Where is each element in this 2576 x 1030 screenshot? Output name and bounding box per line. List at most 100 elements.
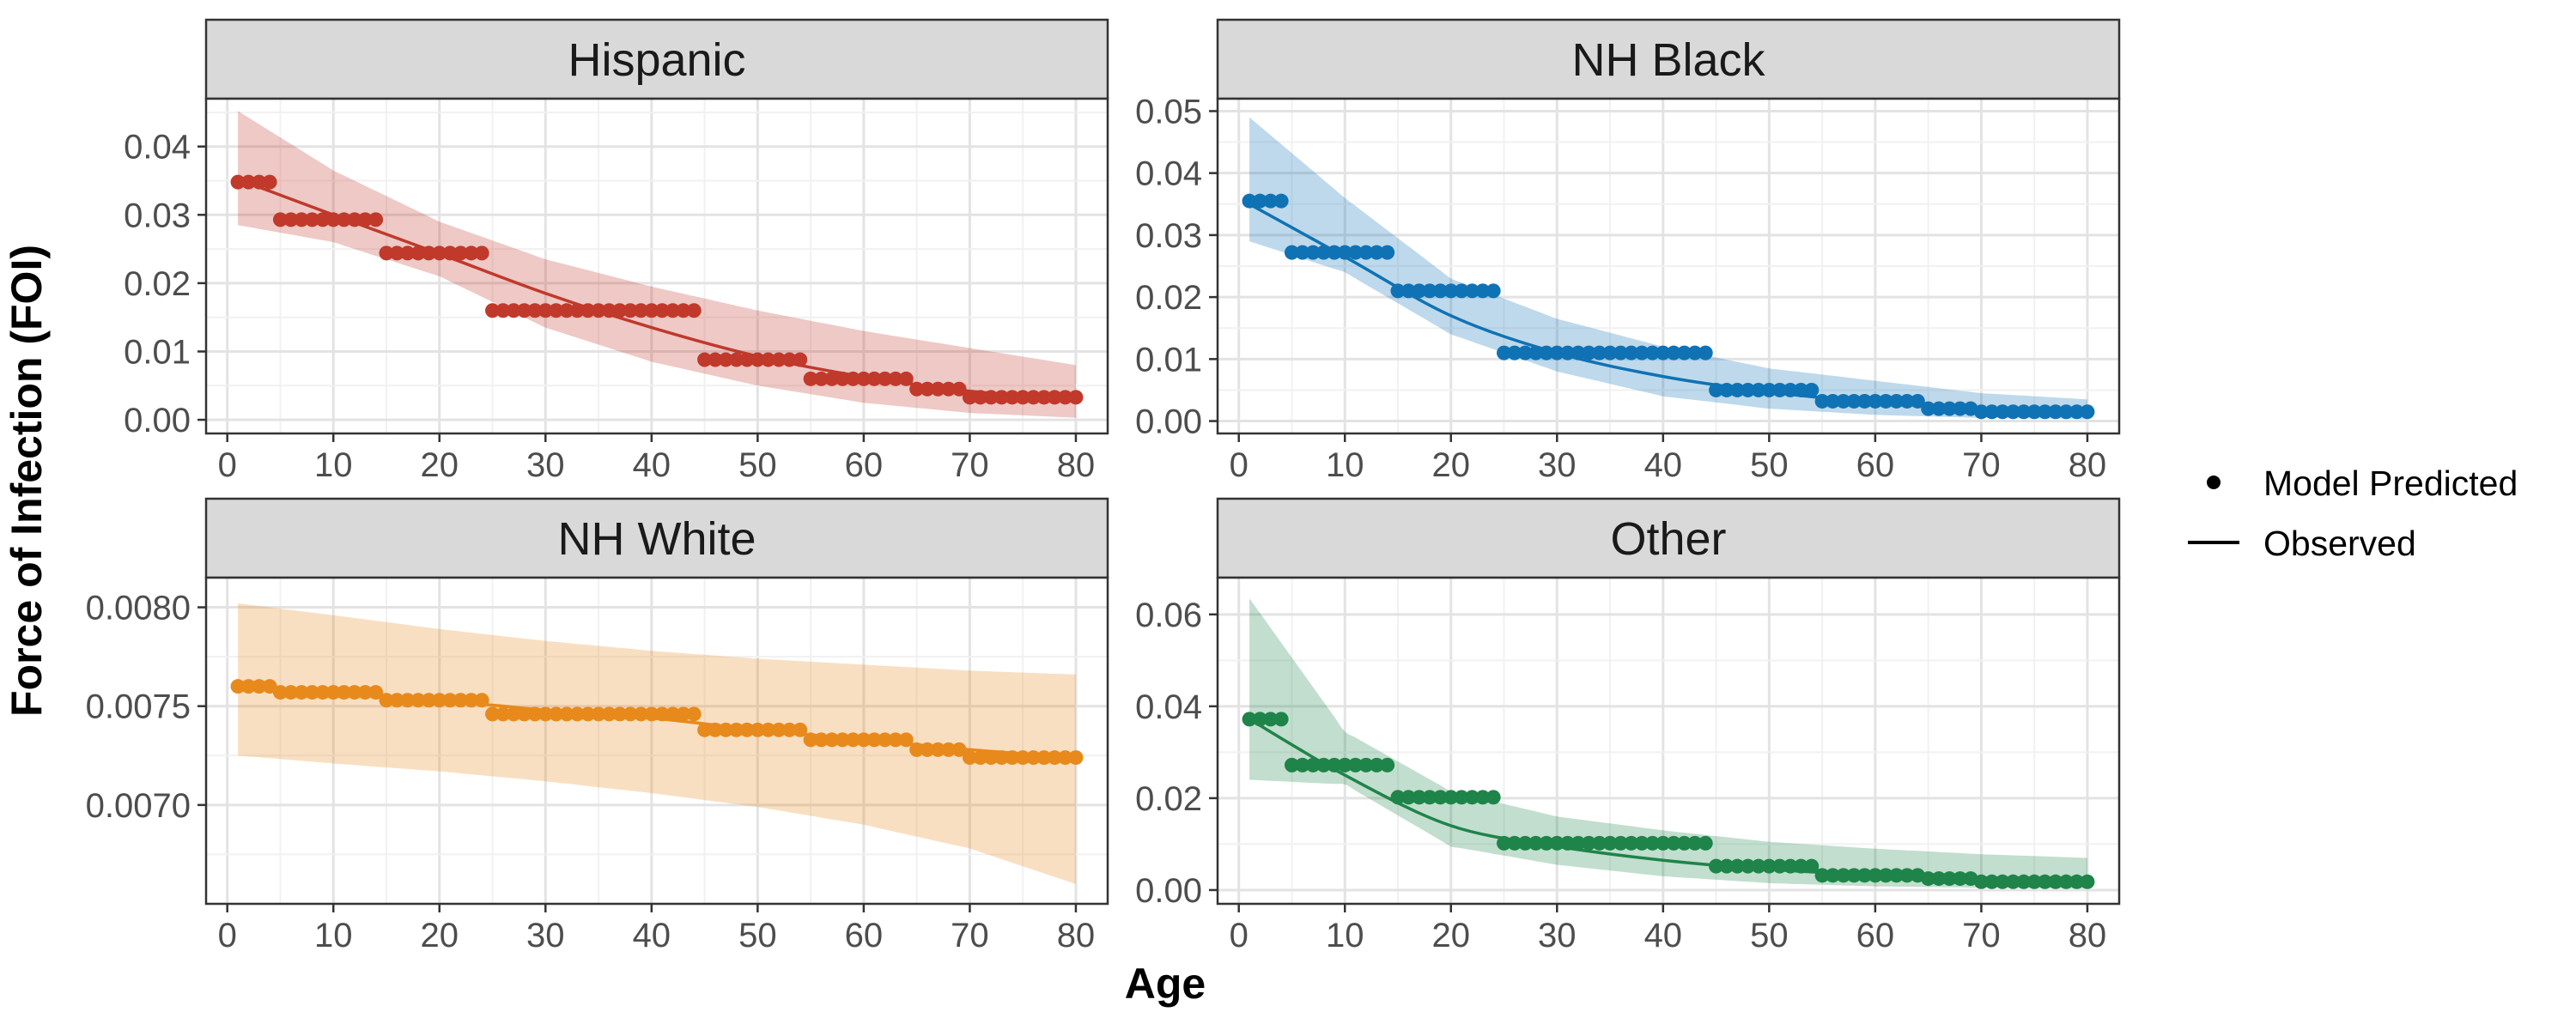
predicted-point-hispanic xyxy=(230,174,246,190)
predicted-point-nh-white xyxy=(538,706,553,722)
predicted-point-nh-black xyxy=(1656,345,1671,360)
predicted-point-nh-black xyxy=(1751,382,1766,397)
predicted-point-nh-white xyxy=(305,685,320,700)
predicted-point-nh-white xyxy=(1068,750,1084,766)
predicted-point-nh-black xyxy=(1825,393,1840,409)
predicted-point-other xyxy=(1242,712,1257,727)
predicted-point-nh-black xyxy=(1517,345,1533,360)
predicted-point-nh-black xyxy=(1868,393,1883,409)
predicted-point-other xyxy=(1432,790,1448,805)
predicted-point-nh-black xyxy=(1390,283,1406,299)
y-tick-label: 0.04 xyxy=(1135,155,1202,193)
predicted-point-hispanic xyxy=(697,352,713,367)
predicted-point-nh-white xyxy=(252,679,267,694)
predicted-point-hispanic xyxy=(495,303,511,318)
predicted-point-nh-black xyxy=(1793,382,1808,397)
predicted-point-hispanic xyxy=(623,303,638,318)
x-tick-label: 40 xyxy=(633,446,671,484)
x-tick-label: 80 xyxy=(1057,917,1096,954)
predicted-point-other xyxy=(1953,871,1968,887)
predicted-point-nh-white xyxy=(973,750,988,766)
predicted-point-other xyxy=(1868,868,1883,883)
predicted-point-other xyxy=(1316,757,1332,772)
x-tick-label: 40 xyxy=(1644,917,1683,954)
predicted-point-other xyxy=(1687,835,1703,851)
x-tick-label: 20 xyxy=(421,446,459,484)
predicted-point-nh-black xyxy=(1698,345,1713,360)
predicted-point-nh-black xyxy=(1687,345,1703,360)
predicted-point-nh-black xyxy=(1624,345,1639,360)
predicted-point-nh-white xyxy=(410,693,426,708)
predicted-point-nh-white xyxy=(909,742,925,757)
y-tick-label: 0.02 xyxy=(1135,279,1202,317)
predicted-point-other xyxy=(1857,868,1873,883)
legend-point-symbol xyxy=(2207,476,2221,489)
predicted-point-hispanic xyxy=(283,212,299,227)
predicted-point-other xyxy=(1295,757,1310,772)
predicted-point-other xyxy=(1772,858,1788,874)
predicted-point-nh-white xyxy=(240,679,256,694)
facet-strip-nh-white xyxy=(204,497,1109,579)
predicted-point-nh-black xyxy=(1846,393,1862,409)
predicted-point-nh-white xyxy=(580,706,596,722)
predicted-point-hispanic xyxy=(1068,390,1084,405)
predicted-point-nh-black xyxy=(1804,382,1820,397)
predicted-point-nh-black xyxy=(1973,404,1989,420)
predicted-point-nh-black xyxy=(1761,382,1777,397)
panel-border-other xyxy=(1216,576,2121,906)
x-tick-label: 50 xyxy=(1750,446,1789,484)
predicted-point-nh-black xyxy=(2016,404,2032,420)
predicted-point-hispanic xyxy=(453,245,468,261)
predicted-point-nh-white xyxy=(272,685,288,700)
predicted-point-hispanic xyxy=(866,371,882,386)
predicted-point-nh-white xyxy=(1036,750,1052,766)
predicted-point-hispanic xyxy=(1005,390,1020,405)
predicted-point-nh-black xyxy=(1242,193,1257,209)
predicted-point-other xyxy=(1327,757,1342,772)
predicted-point-nh-black xyxy=(1571,345,1586,360)
predicted-point-nh-black xyxy=(1581,345,1596,360)
y-tick-label: 0.03 xyxy=(124,197,191,234)
x-tick-label: 10 xyxy=(1326,917,1364,954)
predicted-point-nh-black xyxy=(1602,345,1618,360)
predicted-point-nh-white xyxy=(453,693,468,708)
predicted-point-nh-white xyxy=(718,722,733,737)
x-tick-label: 80 xyxy=(2069,446,2107,484)
predicted-point-nh-black xyxy=(1422,283,1437,299)
predicted-point-nh-black xyxy=(1539,345,1554,360)
predicted-point-hispanic xyxy=(824,371,840,386)
predicted-point-other xyxy=(1560,835,1576,851)
predicted-point-hispanic xyxy=(644,303,659,318)
legend-label-observed: Observed xyxy=(2263,524,2416,563)
predicted-point-nh-white xyxy=(506,706,521,722)
predicted-point-other xyxy=(1475,790,1491,805)
predicted-point-hispanic xyxy=(993,390,1009,405)
predicted-point-nh-white xyxy=(464,693,479,708)
x-tick-label: 60 xyxy=(845,917,884,954)
predicted-point-other xyxy=(1528,835,1544,851)
predicted-point-nh-white xyxy=(856,732,872,748)
predicted-point-hispanic xyxy=(1036,390,1052,405)
y-tick-label: 0.03 xyxy=(1135,217,1202,255)
predicted-point-hispanic xyxy=(920,381,935,397)
predicted-point-other xyxy=(1517,835,1533,851)
predicted-point-nh-white xyxy=(347,685,362,700)
predicted-point-other xyxy=(2080,874,2095,889)
predicted-point-nh-black xyxy=(1497,345,1512,360)
predicted-point-nh-white xyxy=(230,679,246,694)
predicted-point-hispanic xyxy=(973,390,988,405)
predicted-point-hispanic xyxy=(262,174,277,190)
predicted-point-nh-black xyxy=(1634,345,1649,360)
predicted-point-nh-black xyxy=(1327,245,1342,260)
predicted-point-hispanic xyxy=(272,212,288,227)
predicted-point-hispanic xyxy=(633,303,648,318)
predicted-point-other xyxy=(1783,858,1798,874)
predicted-point-other xyxy=(1984,874,2000,889)
predicted-point-other xyxy=(1751,858,1766,874)
predicted-point-hispanic xyxy=(601,303,617,318)
predicted-point-hispanic xyxy=(718,352,733,367)
x-tick-label: 20 xyxy=(421,917,459,954)
x-tick-label: 40 xyxy=(633,917,671,954)
x-tick-label: 0 xyxy=(218,446,237,484)
predicted-point-other xyxy=(1741,858,1756,874)
